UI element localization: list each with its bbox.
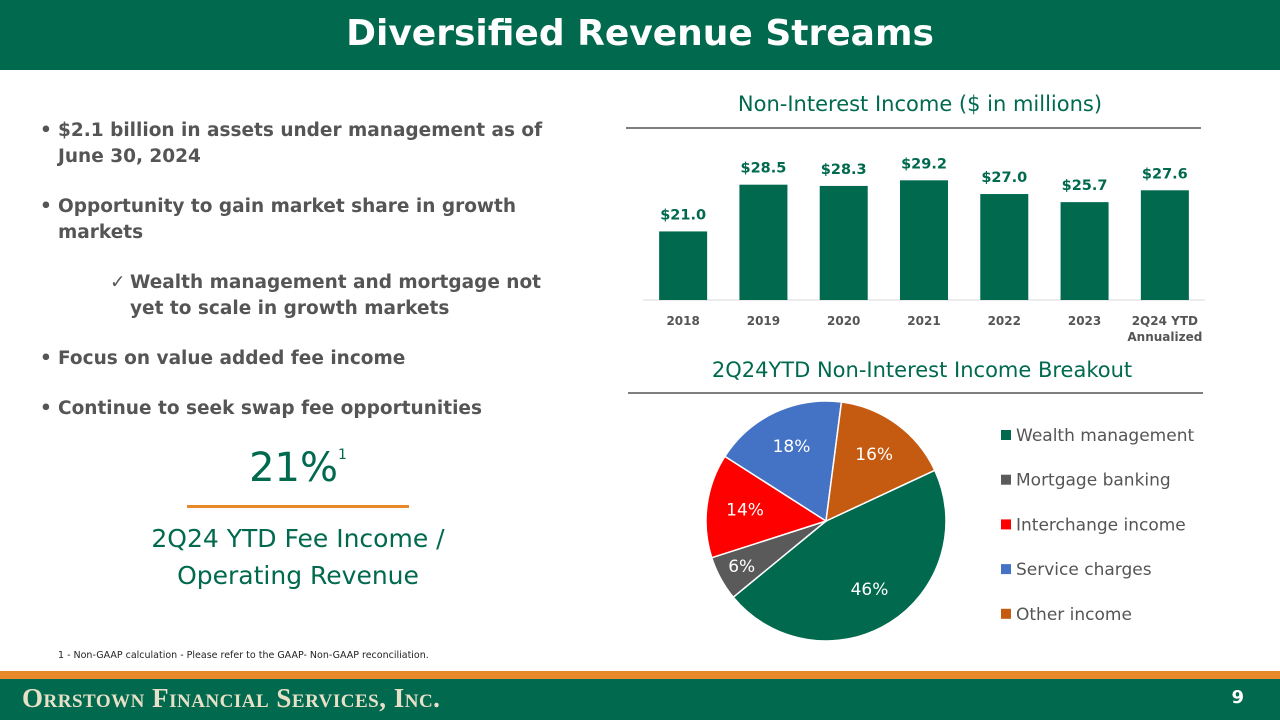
bar <box>900 180 948 300</box>
data-label: 6% <box>728 557 755 577</box>
divider <box>187 505 409 508</box>
bullet: Continue to seek swap fee opportunities <box>40 396 560 422</box>
data-label: 46% <box>851 580 889 600</box>
legend-swatch <box>1001 430 1011 440</box>
metric-value: 21% <box>249 445 338 491</box>
legend-swatch <box>1001 564 1011 575</box>
page-number: 9 <box>1231 687 1244 708</box>
bar <box>1060 202 1109 300</box>
bullet: Focus on value added fee income <box>40 346 560 372</box>
bullet-text: Opportunity to gain market share in grow… <box>58 196 517 243</box>
x-tick-label: 2Q24 YTD Annualized <box>1127 314 1203 344</box>
data-label: 14% <box>726 500 764 520</box>
pie-slice <box>723 400 843 523</box>
data-label: 18% <box>773 437 811 457</box>
bullet: $2.1 billion in assets under management … <box>40 118 560 170</box>
legend-swatch <box>1001 608 1011 619</box>
legend-label: Interchange income <box>1016 515 1186 535</box>
data-label: $25.7 <box>1062 178 1108 194</box>
company-name: Orrstown Financial Services, Inc. <box>22 683 441 713</box>
bar <box>819 185 868 300</box>
pie-slice <box>732 469 947 642</box>
data-label: $29.2 <box>901 156 947 172</box>
x-tick-label: 2022 <box>987 314 1021 328</box>
metric-label: 2Q24 YTD Fee Income / Operating Revenue <box>151 524 445 590</box>
bar <box>659 231 708 300</box>
pie-slice <box>705 455 828 559</box>
metric: 21%1 2Q24 YTD Fee Income / Operating Rev… <box>148 445 448 594</box>
bullet-list: $2.1 billion in assets under management … <box>40 118 560 446</box>
x-tick-label: 2018 <box>666 314 700 328</box>
x-tick-label: 2020 <box>827 314 861 328</box>
pie-slice <box>825 401 936 523</box>
data-label: $27.6 <box>1142 166 1188 182</box>
legend-label: Service charges <box>1016 560 1152 580</box>
footnote: 1 - Non-GAAP calculation - Please refer … <box>58 650 429 661</box>
legend-swatch <box>1001 474 1011 485</box>
bullet: Opportunity to gain market share in grow… <box>40 194 560 322</box>
data-label: $28.5 <box>740 161 786 177</box>
legend-label: Other income <box>1016 605 1132 625</box>
legend-label: Mortgage banking <box>1016 471 1171 491</box>
data-label: $28.3 <box>821 162 867 178</box>
chart-title: 2Q24YTD Non-Interest Income Breakout <box>712 358 1132 382</box>
data-label: $21.0 <box>660 207 706 223</box>
bar <box>739 184 788 300</box>
bar <box>980 194 1029 300</box>
footnote-ref: 1 <box>337 447 347 463</box>
footer: Orrstown Financial Services, Inc. 9 <box>0 679 1280 720</box>
data-label: 16% <box>855 445 893 465</box>
sub-bullet: Wealth management and mortgage not yet t… <box>58 270 560 322</box>
stripe <box>0 671 1280 679</box>
x-tick-label: 2023 <box>1067 314 1102 328</box>
legend-label: Wealth management <box>1016 426 1194 446</box>
x-tick-label: 2019 <box>746 314 781 328</box>
chart-title: Non-Interest Income ($ in millions) <box>738 92 1102 116</box>
bar <box>1140 190 1189 300</box>
legend-swatch <box>1001 519 1011 530</box>
slide-title: Diversified Revenue Streams <box>0 0 1280 70</box>
x-tick-label: 2021 <box>907 314 941 328</box>
data-label: $27.0 <box>981 170 1027 186</box>
